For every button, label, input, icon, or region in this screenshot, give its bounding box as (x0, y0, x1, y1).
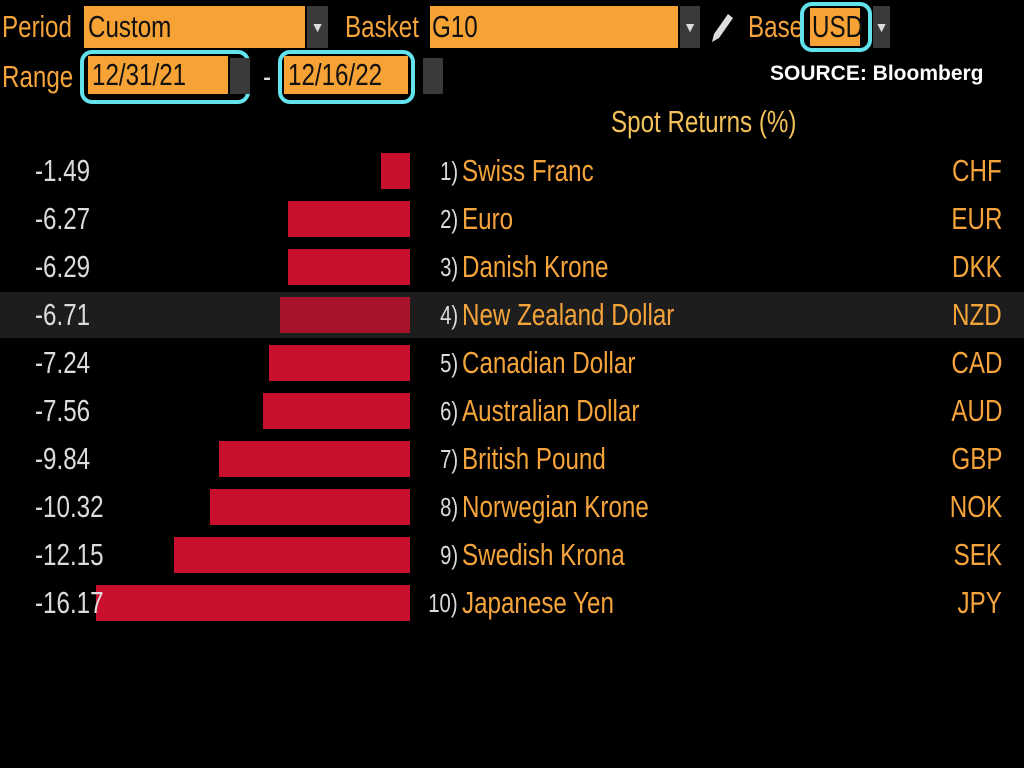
basket-label: Basket (345, 9, 419, 44)
bar (174, 537, 410, 573)
rank-label: 10) (428, 588, 458, 618)
calendar-icon[interactable] (423, 58, 443, 94)
bar (287, 249, 410, 285)
period-label: Period (2, 9, 72, 44)
bar (269, 345, 410, 381)
value-label: -1.49 (35, 153, 91, 188)
period-value: Custom (88, 9, 172, 44)
bar (279, 297, 410, 333)
currency-code: JPY (957, 585, 1002, 620)
rank-label: 6) (439, 396, 458, 426)
rank-label: 1) (439, 156, 458, 186)
range-end: 12/16/22 (288, 57, 383, 92)
rank-label: 5) (439, 348, 458, 378)
currency-name: New Zealand Dollar (462, 297, 675, 332)
currency-name: Australian Dollar (462, 393, 640, 428)
range-start: 12/31/21 (92, 57, 187, 92)
bar (218, 441, 410, 477)
basket-field[interactable]: G10 (430, 6, 678, 48)
currency-name: Canadian Dollar (462, 345, 636, 380)
rank-label: 7) (439, 444, 458, 474)
rank-label: 8) (439, 492, 458, 522)
bar (209, 489, 410, 525)
base-value: USD (812, 9, 864, 44)
value-label: -6.71 (35, 297, 91, 332)
range-start-field[interactable]: 12/31/21 (88, 56, 228, 94)
value-label: -12.15 (35, 537, 104, 572)
rank-label: 4) (439, 300, 458, 330)
bar (263, 393, 410, 429)
dropdown-arrow[interactable]: ▼ (680, 6, 700, 48)
value-label: -7.56 (35, 393, 91, 428)
value-label: -16.17 (35, 585, 104, 620)
currency-name: Japanese Yen (462, 585, 614, 620)
selected-row (0, 292, 1024, 338)
rank-label: 9) (439, 540, 458, 570)
currency-name: Swiss Franc (462, 153, 594, 188)
currency-code: CAD (950, 345, 1002, 380)
currency-name: Danish Krone (462, 249, 609, 284)
calendar-icon[interactable] (230, 58, 250, 94)
dropdown-arrow[interactable]: ▼ (873, 6, 890, 48)
chart-title: Spot Returns (%) (611, 104, 797, 139)
base-label: Base (748, 9, 804, 44)
currency-code: NOK (949, 489, 1002, 524)
bar (381, 153, 410, 189)
range-end-field[interactable]: 12/16/22 (284, 56, 408, 94)
currency-code: AUD (950, 393, 1002, 428)
value-label: -9.84 (35, 441, 91, 476)
dropdown-arrow[interactable]: ▼ (307, 6, 328, 48)
currency-name: Swedish Krona (462, 537, 625, 572)
value-label: -10.32 (35, 489, 104, 524)
currency-code: GBP (950, 441, 1002, 476)
source-note: SOURCE: Bloomberg (770, 62, 984, 85)
rank-label: 3) (439, 252, 458, 282)
range-label: Range (2, 59, 74, 94)
bar (288, 201, 410, 237)
highlight-outline (278, 50, 415, 104)
currency-name: British Pound (462, 441, 606, 476)
value-label: -6.29 (35, 249, 91, 284)
highlight-outline (800, 2, 872, 52)
period-field[interactable]: Custom (84, 6, 305, 48)
currency-name: Norwegian Krone (462, 489, 649, 524)
edit-icon[interactable] (708, 10, 736, 46)
currency-code: SEK (953, 537, 1002, 572)
range-separator: - (263, 59, 272, 94)
currency-name: Euro (462, 201, 514, 236)
basket-value: G10 (432, 9, 478, 44)
value-label: -6.27 (35, 201, 91, 236)
currency-code: CHF (952, 153, 1002, 188)
currency-code: EUR (950, 201, 1002, 236)
currency-code: NZD (952, 297, 1002, 332)
bar (96, 585, 410, 621)
rank-label: 2) (439, 204, 458, 234)
base-field[interactable]: USD (810, 8, 864, 46)
value-label: -7.24 (35, 345, 91, 380)
currency-code: DKK (952, 249, 1002, 284)
